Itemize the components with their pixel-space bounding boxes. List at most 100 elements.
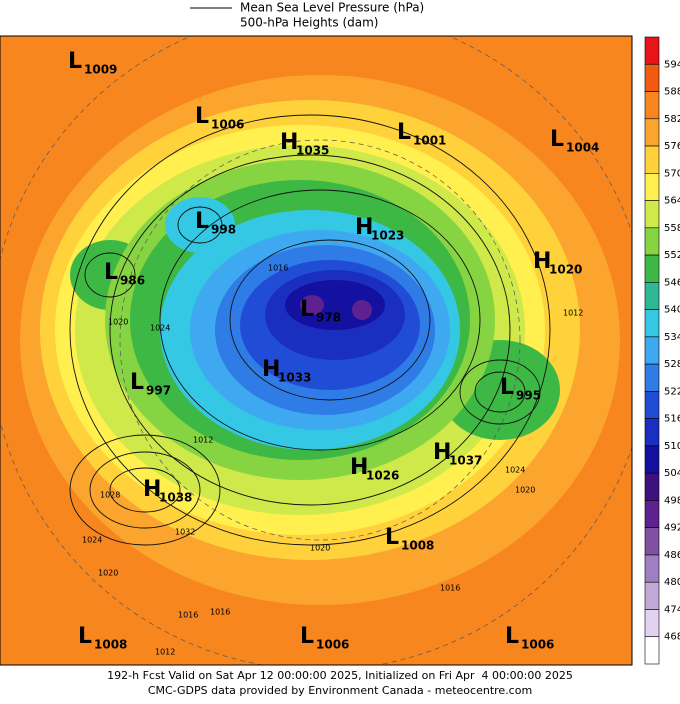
center-value: 978	[316, 311, 341, 325]
center-letter: H	[143, 477, 161, 502]
colorbar-swatch	[644, 472, 660, 501]
colorbar-label: 498	[664, 495, 680, 506]
center-value: 1037	[449, 454, 482, 468]
center-value: 1008	[94, 638, 127, 652]
colorbar-label: 486	[664, 550, 680, 561]
colorbar-label: 504	[664, 468, 680, 479]
center-letter: L	[505, 624, 519, 649]
colorbar-swatch	[644, 282, 660, 310]
colorbar-swatch	[644, 527, 660, 556]
colorbar-label: 468	[664, 632, 680, 643]
colorbar-swatch	[644, 500, 660, 528]
colorbar-swatch	[644, 254, 660, 283]
colorbar-swatch	[644, 581, 660, 610]
colorbar-swatch	[644, 173, 660, 201]
colorbar-label: 552	[664, 250, 680, 261]
center-letter: L	[130, 370, 144, 395]
colorbar-label: 528	[664, 359, 680, 370]
pressure-center: L 997	[130, 370, 171, 398]
isobar-label: 1016	[440, 584, 460, 593]
center-letter: H	[280, 130, 298, 155]
isobar-label: 1028	[100, 491, 120, 500]
colorbar-label: 594	[664, 59, 680, 70]
center-letter: H	[350, 455, 368, 480]
legend-line-label: Mean Sea Level Pressure (hPa)	[240, 1, 424, 15]
colorbar-swatch	[644, 145, 660, 174]
center-letter: H	[262, 357, 280, 382]
colorbar-swatch	[644, 336, 660, 365]
center-value: 986	[120, 274, 145, 288]
center-value: 1035	[296, 144, 329, 158]
colorbar-swatch	[644, 636, 660, 665]
center-letter: H	[433, 440, 451, 465]
isobar-label: 1024	[505, 466, 525, 475]
center-value: 1004	[566, 141, 599, 155]
isobar-label: 1020	[98, 569, 118, 578]
colorbar-label: 492	[664, 523, 680, 534]
pressure-center: L 998	[195, 209, 236, 237]
colorbar-label: 570	[664, 168, 680, 179]
center-value: 995	[516, 389, 541, 403]
center-value: 998	[211, 223, 236, 237]
center-value: 1009	[84, 63, 117, 77]
pressure-center: L 1009	[68, 49, 117, 77]
center-letter: L	[397, 120, 411, 145]
pressure-center: L 986	[104, 260, 145, 288]
pressure-center: L 1008	[385, 525, 434, 553]
colorbar-label: 522	[664, 386, 680, 397]
center-value: 1038	[159, 491, 192, 505]
colorbar-swatch	[644, 445, 660, 474]
colorbar-label: 558	[664, 223, 680, 234]
center-value: 1006	[521, 638, 554, 652]
isobar-label: 1012	[563, 309, 583, 318]
center-value: 1006	[211, 118, 244, 132]
isobar-label: 1012	[155, 648, 175, 657]
colorbar-swatch	[644, 554, 660, 583]
colorbar-label: 534	[664, 332, 680, 343]
center-letter: L	[78, 624, 92, 649]
height-field	[0, 36, 632, 665]
colorbar-swatch	[644, 309, 660, 338]
center-letter: L	[68, 49, 82, 74]
center-value: 1023	[371, 229, 404, 243]
colorbar-label: 540	[664, 305, 680, 316]
center-value: 1008	[401, 539, 434, 553]
pressure-center: L 1008	[78, 624, 127, 652]
colorbar-swatch	[644, 227, 660, 256]
colorbar-label: 564	[664, 196, 680, 207]
pressure-center: L 1004	[550, 127, 599, 155]
colorbar-swatch	[644, 363, 660, 392]
center-value: 1006	[316, 638, 349, 652]
map-frame	[0, 35, 633, 666]
colorbar-label: 582	[664, 114, 680, 125]
isobar-label: 1020	[515, 486, 535, 495]
center-letter: L	[195, 209, 209, 234]
center-value: 1026	[366, 469, 399, 483]
footer-line: CMC-GDPS data provided by Environment Ca…	[148, 684, 532, 697]
pressure-center: L 978	[300, 297, 341, 325]
pressure-center: L 1001	[397, 120, 446, 148]
colorbar-swatch	[644, 609, 660, 638]
colorbar-label: 474	[664, 604, 680, 615]
isobar-label: 1020	[310, 544, 330, 553]
colorbar-label: 516	[664, 414, 680, 425]
colorbar-label: 576	[664, 141, 680, 152]
isobar-label: 1016	[268, 264, 288, 273]
center-letter: L	[300, 624, 314, 649]
colorbar-label: 510	[664, 441, 680, 452]
colorbar-label: 546	[664, 277, 680, 288]
colorbar-swatch	[644, 391, 660, 419]
center-letter: H	[355, 215, 373, 240]
isobar-label: 1024	[150, 324, 170, 333]
footer-line: 192-h Fcst Valid on Sat Apr 12 00:00:00 …	[107, 669, 573, 682]
isobar-label: 1016	[178, 611, 198, 620]
pressure-center: L 995	[500, 375, 541, 403]
